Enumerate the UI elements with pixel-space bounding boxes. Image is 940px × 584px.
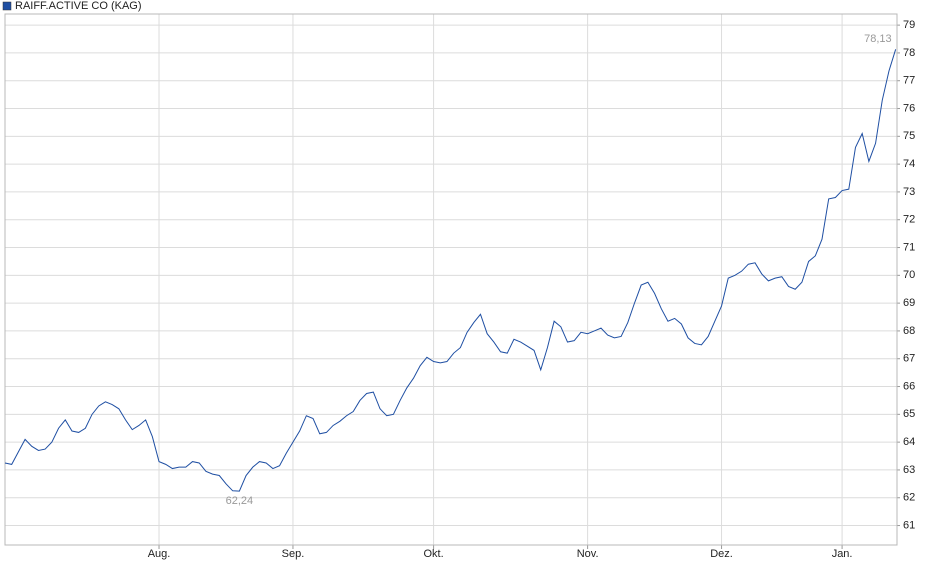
y-tick-label: 78: [903, 47, 915, 59]
x-tick-label: Aug.: [148, 548, 171, 560]
legend-swatch: [2, 1, 12, 11]
y-tick-label: 73: [903, 186, 915, 198]
y-tick-label: 63: [903, 464, 915, 476]
annotation: 62,24: [226, 495, 254, 507]
y-tick-label: 61: [903, 519, 915, 531]
y-tick-label: 64: [903, 436, 915, 448]
legend-label: RAIFF.ACTIVE CO (KAG): [15, 0, 142, 12]
x-tick-label: Dez.: [710, 548, 733, 560]
y-tick-label: 68: [903, 325, 915, 337]
plot-frame: [4, 13, 898, 546]
x-tick-label: Jan.: [832, 548, 853, 560]
y-tick-label: 69: [903, 297, 915, 309]
x-tick-label: Nov.: [577, 548, 599, 560]
x-tick-label: Sep.: [282, 548, 305, 560]
y-tick-label: 70: [903, 269, 915, 281]
y-tick-label: 71: [903, 241, 915, 253]
y-tick-label: 74: [903, 158, 915, 170]
y-tick-label: 76: [903, 102, 915, 114]
y-tick-label: 65: [903, 408, 915, 420]
annotation: 78,13: [864, 33, 892, 45]
series-line: [4, 49, 897, 492]
y-tick-label: 75: [903, 130, 915, 142]
y-tick-label: 62: [903, 492, 915, 504]
y-tick-label: 66: [903, 380, 915, 392]
y-tick-label: 72: [903, 214, 915, 226]
y-tick-label: 77: [903, 75, 915, 87]
y-tick-label: 79: [903, 19, 915, 31]
y-tick-label: 67: [903, 353, 915, 365]
x-tick-label: Okt.: [424, 548, 444, 560]
